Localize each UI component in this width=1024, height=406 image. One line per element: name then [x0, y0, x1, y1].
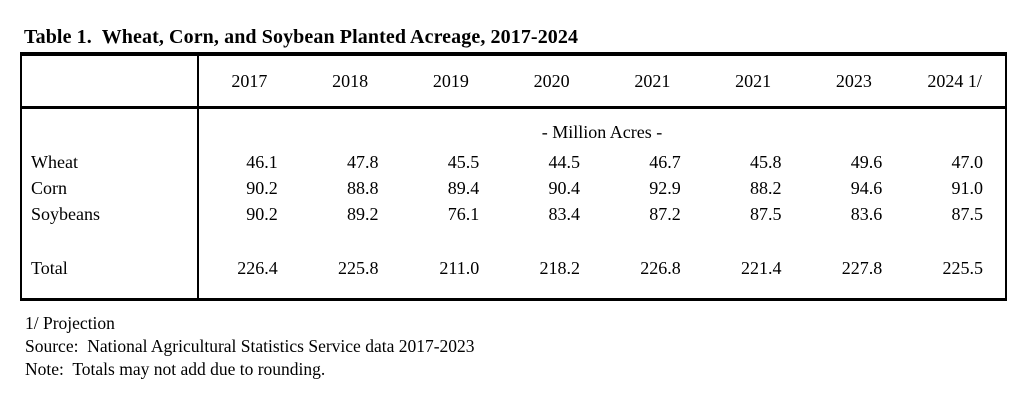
total-cell: 211.0 — [439, 258, 480, 278]
year-header-2020: 2020 — [533, 71, 570, 91]
bottom-pad-row — [22, 281, 1005, 298]
total-cell: 218.2 — [539, 258, 581, 278]
table-row-total: Total 226.4 225.8 211.0 218.2 226.8 221.… — [22, 255, 1005, 281]
data-cell: 94.6 — [850, 178, 883, 198]
table-row-corn: Corn 90.2 88.8 89.4 90.4 92.9 88.2 94.6 … — [22, 175, 1005, 201]
data-cell: 45.5 — [447, 152, 480, 172]
data-cell: 92.9 — [649, 178, 681, 198]
data-cell: 91.0 — [951, 178, 984, 198]
year-header-2024: 2024 1/ — [927, 71, 982, 91]
year-header-2018: 2018 — [332, 71, 369, 91]
spacer-row — [22, 227, 1005, 255]
row-label: Total — [22, 255, 199, 281]
total-cell: 226.4 — [237, 258, 278, 278]
data-cell: 90.2 — [246, 178, 278, 198]
footnote-source: Source: National Agricultural Statistics… — [25, 336, 475, 356]
table-row-wheat: Wheat 46.1 47.8 45.5 44.5 46.7 45.8 49.6… — [22, 149, 1005, 175]
total-cell: 225.8 — [338, 258, 379, 278]
data-cell: 44.5 — [548, 152, 581, 172]
table-title: Table 1. Wheat, Corn, and Soybean Plante… — [24, 26, 579, 48]
unit-label: - Million Acres - — [541, 122, 663, 142]
row-label: Corn — [22, 175, 199, 201]
data-cell: 88.2 — [750, 178, 782, 198]
row-label: Wheat — [22, 149, 199, 175]
data-cell: 87.5 — [951, 204, 984, 224]
data-cell: 88.8 — [347, 178, 379, 198]
total-cell: 221.4 — [741, 258, 782, 278]
data-cell: 47.8 — [347, 152, 379, 172]
data-cell: 47.0 — [951, 152, 984, 172]
data-cell: 76.1 — [447, 204, 480, 224]
data-cell: 45.8 — [750, 152, 782, 172]
planted-acreage-table: 2017 2018 2019 2020 2021 2021 2023 2024 … — [20, 52, 1007, 301]
data-cell: 46.7 — [649, 152, 681, 172]
year-header-2019: 2019 — [432, 71, 469, 91]
year-header-2017: 2017 — [231, 71, 268, 91]
year-header-2021a: 2021 — [634, 71, 671, 91]
data-cell: 89.2 — [347, 204, 379, 224]
year-header-2021b: 2021 — [735, 71, 772, 91]
data-cell: 83.4 — [548, 204, 581, 224]
table-row-soybeans: Soybeans 90.2 89.2 76.1 83.4 87.2 87.5 8… — [22, 201, 1005, 227]
data-cell: 87.2 — [649, 204, 681, 224]
footnotes: 1/ Projection Source: National Agricultu… — [25, 312, 475, 381]
footnote-projection: 1/ Projection — [25, 313, 115, 333]
data-cell: 49.6 — [850, 152, 883, 172]
total-cell: 225.5 — [942, 258, 984, 278]
spacer-row-stub — [22, 227, 199, 255]
total-cell: 227.8 — [841, 258, 883, 278]
unit-row-stub — [22, 109, 199, 149]
table-header-row: 2017 2018 2019 2020 2021 2021 2023 2024 … — [22, 56, 1005, 109]
data-cell: 46.1 — [246, 152, 278, 172]
data-cell: 89.4 — [447, 178, 480, 198]
footnote-note: Note: Totals may not add due to rounding… — [25, 359, 326, 379]
data-cell: 90.2 — [246, 204, 278, 224]
unit-row: - Million Acres - — [22, 109, 1005, 149]
year-header-2023: 2023 — [835, 71, 872, 91]
header-corner-cell — [22, 56, 199, 106]
data-cell: 83.6 — [850, 204, 883, 224]
bottom-pad-stub — [22, 281, 199, 298]
total-cell: 226.8 — [640, 258, 681, 278]
data-cell: 90.4 — [548, 178, 581, 198]
data-cell: 87.5 — [750, 204, 782, 224]
row-label: Soybeans — [22, 201, 199, 227]
